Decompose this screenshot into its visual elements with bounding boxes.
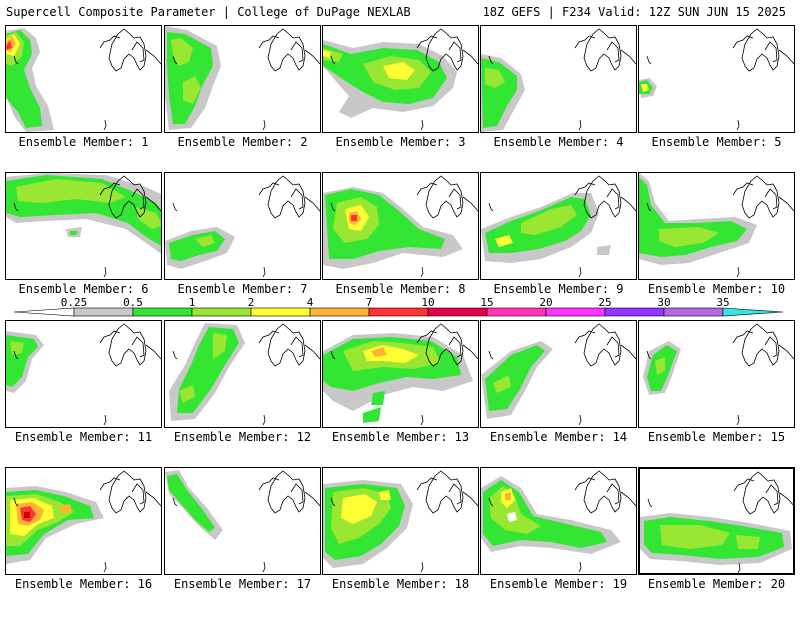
member-panel-9: Ensemble Member: 9: [480, 172, 637, 322]
member-map-8: [322, 172, 479, 280]
member-label-4: Ensemble Member: 4: [493, 135, 624, 149]
colorbar-upper-cap: [722, 307, 784, 317]
member-label-9: Ensemble Member: 9: [493, 282, 624, 296]
colorbar-tick-label: 30: [657, 296, 671, 309]
colorbar-tick-label: 1: [188, 296, 196, 309]
member-map-10: [638, 172, 795, 280]
colorbar-lower-cap: [13, 307, 75, 317]
member-label-15: Ensemble Member: 15: [647, 430, 786, 444]
member-map-19: [480, 467, 637, 575]
member-panel-10: Ensemble Member: 10: [638, 172, 795, 322]
colorbar-bin-6: [368, 307, 429, 317]
member-map-13: [322, 320, 479, 428]
colorbar-bin-11: [663, 307, 724, 317]
colorbar-bin-1: [73, 307, 134, 317]
member-panel-4: Ensemble Member: 4: [480, 25, 637, 175]
colorbar-tick-label: 0.25: [60, 296, 88, 309]
member-label-17: Ensemble Member: 17: [173, 577, 312, 591]
member-map-1: [5, 25, 162, 133]
member-map-18: [322, 467, 479, 575]
map-title: Supercell Composite Parameter | College …: [6, 5, 411, 19]
member-label-3: Ensemble Member: 3: [335, 135, 466, 149]
member-panel-3: Ensemble Member: 3: [322, 25, 479, 175]
member-map-6: [5, 172, 162, 280]
member-label-1: Ensemble Member: 1: [18, 135, 149, 149]
member-map-15: [638, 320, 795, 428]
colorbar-tick-label: 25: [598, 296, 612, 309]
member-map-2: [164, 25, 321, 133]
member-map-5: [638, 25, 795, 133]
member-map-20: [638, 467, 795, 575]
member-label-20: Ensemble Member: 20: [647, 577, 786, 591]
colorbar-bin-8: [486, 307, 547, 317]
member-panel-16: Ensemble Member: 16: [5, 467, 162, 617]
colorbar-bin-2: [132, 307, 193, 317]
member-label-19: Ensemble Member: 19: [489, 577, 628, 591]
member-map-14: [480, 320, 637, 428]
colorbar-tick-label: 35: [716, 296, 730, 309]
member-panel-17: Ensemble Member: 17: [164, 467, 321, 617]
member-panel-18: Ensemble Member: 18: [322, 467, 479, 617]
member-label-12: Ensemble Member: 12: [173, 430, 312, 444]
colorbar-scale: [13, 307, 784, 317]
member-panel-1: Ensemble Member: 1: [5, 25, 162, 175]
colorbar-legend: 0.25 0.5 1 2 4 7 10 15 20 25 30 35: [0, 296, 800, 320]
member-map-9: [480, 172, 637, 280]
member-panel-7: Ensemble Member: 7: [164, 172, 321, 322]
colorbar-tick-label: 10: [421, 296, 435, 309]
member-map-3: [322, 25, 479, 133]
colorbar-bin-3: [191, 307, 252, 317]
member-label-6: Ensemble Member: 6: [18, 282, 149, 296]
member-panel-8: Ensemble Member: 8: [322, 172, 479, 322]
member-panel-12: Ensemble Member: 12: [164, 320, 321, 470]
colorbar-tick-label: 15: [480, 296, 494, 309]
member-label-10: Ensemble Member: 10: [647, 282, 786, 296]
member-label-16: Ensemble Member: 16: [14, 577, 153, 591]
member-label-11: Ensemble Member: 11: [14, 430, 153, 444]
member-map-4: [480, 25, 637, 133]
member-label-13: Ensemble Member: 13: [331, 430, 470, 444]
colorbar-tick-label: 4: [306, 296, 314, 309]
colorbar-bin-5: [309, 307, 370, 317]
member-panel-19: Ensemble Member: 19: [480, 467, 637, 617]
member-label-5: Ensemble Member: 5: [651, 135, 782, 149]
member-map-17: [164, 467, 321, 575]
colorbar-tick-label: 7: [365, 296, 373, 309]
member-label-18: Ensemble Member: 18: [331, 577, 470, 591]
colorbar-bin-7: [427, 307, 488, 317]
valid-time: 18Z GEFS | F234 Valid: 12Z SUN JUN 15 20…: [482, 5, 786, 19]
member-panel-20: Ensemble Member: 20: [638, 467, 795, 617]
colorbar-bin-10: [604, 307, 665, 317]
member-panel-6: Ensemble Member: 6: [5, 172, 162, 322]
colorbar-tick-label: 2: [247, 296, 255, 309]
colorbar-bin-9: [545, 307, 606, 317]
member-panel-14: Ensemble Member: 14: [480, 320, 637, 470]
member-map-7: [164, 172, 321, 280]
member-map-11: [5, 320, 162, 428]
colorbar-tick-label: 20: [539, 296, 553, 309]
member-panel-13: Ensemble Member: 13: [322, 320, 479, 470]
member-label-8: Ensemble Member: 8: [335, 282, 466, 296]
member-map-12: [164, 320, 321, 428]
member-label-2: Ensemble Member: 2: [177, 135, 308, 149]
member-label-7: Ensemble Member: 7: [177, 282, 308, 296]
colorbar-tick-label: 0.5: [123, 296, 143, 309]
member-panel-11: Ensemble Member: 11: [5, 320, 162, 470]
member-panel-5: Ensemble Member: 5: [638, 25, 795, 175]
member-panel-2: Ensemble Member: 2: [164, 25, 321, 175]
colorbar-bin-4: [250, 307, 311, 317]
member-map-16: [5, 467, 162, 575]
member-label-14: Ensemble Member: 14: [489, 430, 628, 444]
member-panel-15: Ensemble Member: 15: [638, 320, 795, 470]
